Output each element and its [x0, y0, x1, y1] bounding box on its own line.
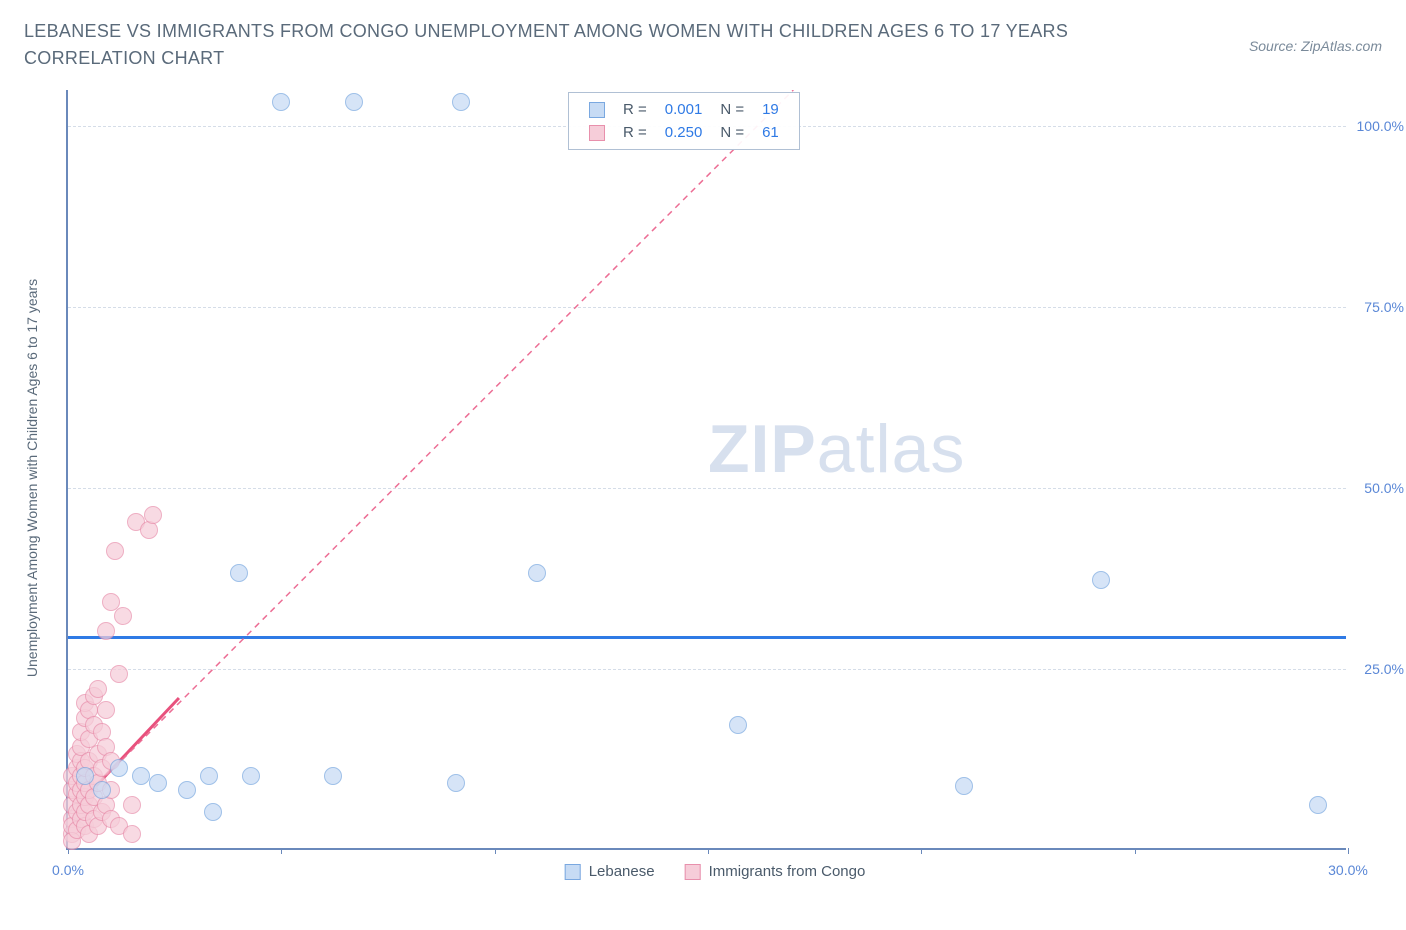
trend-line-lebanese — [68, 636, 1346, 639]
x-tick-label: 30.0% — [1328, 862, 1368, 878]
data-point — [93, 781, 111, 799]
data-point — [97, 622, 115, 640]
y-tick-label: 100.0% — [1357, 118, 1404, 134]
legend-item: Lebanese — [565, 863, 655, 880]
data-point — [102, 593, 120, 611]
data-point — [324, 767, 342, 785]
y-axis-label: Unemployment Among Women with Children A… — [24, 279, 40, 677]
x-tick — [921, 848, 922, 854]
data-point — [144, 506, 162, 524]
y-tick-label: 75.0% — [1364, 299, 1404, 315]
data-point — [1092, 571, 1110, 589]
data-point — [729, 716, 747, 734]
watermark: ZIPatlas — [708, 410, 965, 488]
data-point — [149, 774, 167, 792]
data-point — [1309, 796, 1327, 814]
gridline-h — [68, 307, 1346, 308]
data-point — [178, 781, 196, 799]
trend-line-congo — [68, 90, 1346, 848]
x-tick — [495, 848, 496, 854]
chart-title: LEBANESE VS IMMIGRANTS FROM CONGO UNEMPL… — [24, 18, 1124, 72]
chart-container: Unemployment Among Women with Children A… — [50, 78, 1380, 878]
stats-legend: R =0.001N =19R =0.250N =61 — [568, 92, 800, 150]
legend-item: Immigrants from Congo — [685, 863, 866, 880]
x-tick — [1135, 848, 1136, 854]
data-point — [114, 607, 132, 625]
x-tick-label: 0.0% — [52, 862, 84, 878]
data-point — [123, 825, 141, 843]
data-point — [242, 767, 260, 785]
y-tick-label: 25.0% — [1364, 661, 1404, 677]
data-point — [132, 767, 150, 785]
data-point — [447, 774, 465, 792]
data-point — [452, 93, 470, 111]
data-point — [204, 803, 222, 821]
data-point — [110, 665, 128, 683]
x-tick — [281, 848, 282, 854]
data-point — [272, 93, 290, 111]
data-point — [528, 564, 546, 582]
y-tick-label: 50.0% — [1364, 480, 1404, 496]
plot-area: ZIPatlas 25.0%50.0%75.0%100.0%0.0%30.0%R… — [66, 90, 1346, 850]
data-point — [200, 767, 218, 785]
gridline-h — [68, 488, 1346, 489]
data-point — [955, 777, 973, 795]
data-point — [106, 542, 124, 560]
data-point — [76, 767, 94, 785]
gridline-h — [68, 669, 1346, 670]
data-point — [89, 680, 107, 698]
data-point — [97, 701, 115, 719]
data-point — [110, 759, 128, 777]
source-attribution: Source: ZipAtlas.com — [1249, 38, 1382, 54]
x-tick — [708, 848, 709, 854]
data-point — [123, 796, 141, 814]
x-tick — [1348, 848, 1349, 854]
data-point — [345, 93, 363, 111]
bottom-legend: Lebanese Immigrants from Congo — [565, 863, 866, 880]
data-point — [230, 564, 248, 582]
